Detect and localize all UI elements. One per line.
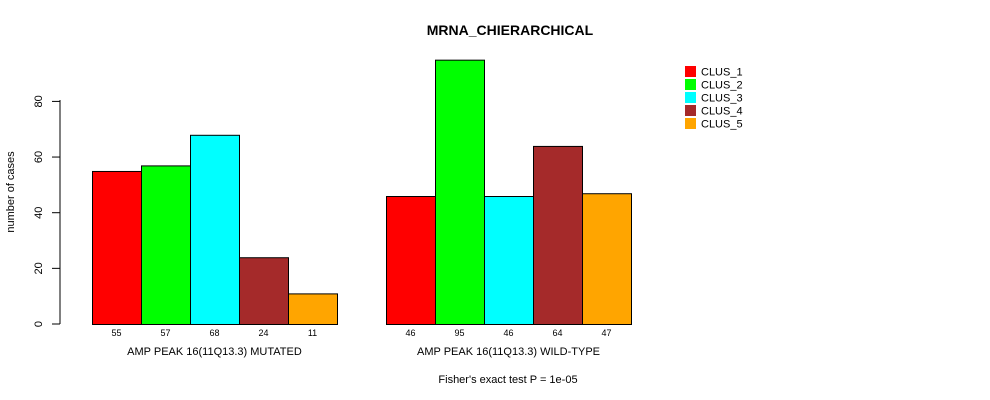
bar-value-label: 24 bbox=[258, 328, 268, 338]
legend-swatch-clus-5 bbox=[685, 118, 696, 129]
y-axis: 0 20 40 60 80 number of cases bbox=[5, 95, 61, 327]
bar-clus-1-group-2 bbox=[386, 196, 436, 326]
bar-clus-3-group-2 bbox=[484, 196, 534, 326]
group-label-2: AMP PEAK 16(11Q13.3) WILD-TYPE bbox=[417, 346, 600, 358]
bar-value-label: 47 bbox=[601, 328, 611, 338]
bar-clus-3-group-1 bbox=[190, 134, 240, 325]
bar-clus-2-group-2 bbox=[435, 59, 485, 325]
bar-value-label: 95 bbox=[454, 328, 464, 338]
group-labels: AMP PEAK 16(11Q13.3) MUTATED AMP PEAK 16(… bbox=[127, 346, 600, 358]
bar-clus-5-group-1 bbox=[288, 293, 338, 325]
bar-value-label: 11 bbox=[308, 328, 317, 338]
bar-clus-4-group-1 bbox=[239, 257, 289, 325]
bar-clus-2-group-1 bbox=[141, 165, 191, 325]
legend-label: CLUS_2 bbox=[701, 80, 743, 92]
bar-value-label: 46 bbox=[405, 328, 415, 338]
group-label-1: AMP PEAK 16(11Q13.3) MUTATED bbox=[127, 346, 302, 358]
bars bbox=[92, 59, 632, 326]
chart-title: MRNA_CHIERARCHICAL bbox=[427, 22, 594, 38]
legend-label: CLUS_5 bbox=[701, 119, 743, 131]
y-tick-label: 60 bbox=[33, 151, 45, 163]
y-tick-label: 20 bbox=[33, 262, 45, 274]
bar-clus-4-group-2 bbox=[533, 145, 583, 325]
y-tick-label: 80 bbox=[33, 95, 45, 107]
bar-value-label: 68 bbox=[209, 328, 219, 338]
legend-label: CLUS_1 bbox=[701, 67, 743, 79]
y-tick-label: 0 bbox=[33, 321, 45, 327]
y-ticks: 0 20 40 60 80 bbox=[33, 95, 60, 327]
legend-label: CLUS_3 bbox=[701, 93, 743, 105]
bar-value-label: 64 bbox=[552, 328, 562, 338]
bar-value-label: 57 bbox=[160, 328, 170, 338]
legend-label: CLUS_4 bbox=[701, 106, 743, 118]
bar-value-label: 46 bbox=[503, 328, 513, 338]
bar-value-label: 55 bbox=[111, 328, 121, 338]
legend-swatch-clus-3 bbox=[685, 92, 696, 103]
bar-clus-1-group-1 bbox=[92, 170, 142, 325]
y-tick-label: 40 bbox=[33, 207, 45, 219]
fisher-test-note: Fisher's exact test P = 1e-05 bbox=[438, 374, 577, 386]
bar-clus-5-group-2 bbox=[582, 193, 632, 325]
y-axis-label: number of cases bbox=[5, 151, 17, 233]
legend-swatch-clus-4 bbox=[685, 105, 696, 116]
legend-swatch-clus-2 bbox=[685, 79, 696, 90]
bar-value-labels: 55 57 68 24 11 46 95 46 64 47 bbox=[111, 328, 611, 338]
legend-swatch-clus-1 bbox=[685, 66, 696, 77]
